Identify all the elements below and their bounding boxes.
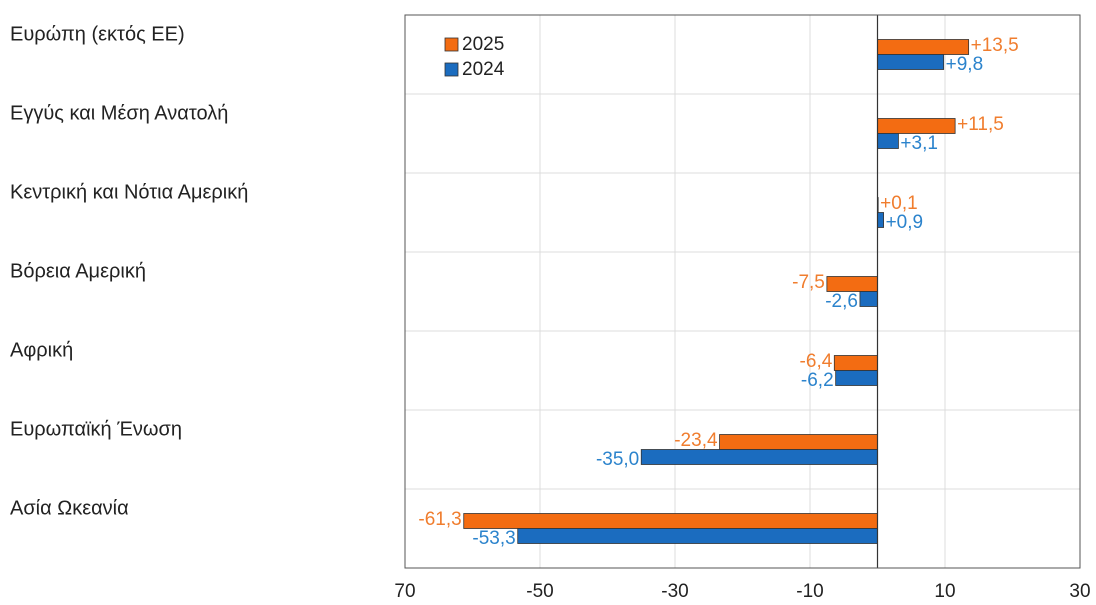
value-label: +0,9 — [886, 212, 924, 233]
legend-label: 2025 — [462, 34, 504, 55]
bar — [877, 118, 956, 134]
value-label: +3,1 — [900, 133, 938, 154]
value-label: +11,5 — [957, 114, 1004, 135]
category-label: Βόρεια Αμερική — [10, 260, 146, 282]
legend-swatch — [444, 62, 459, 77]
value-label: -7,5 — [792, 272, 825, 293]
bar — [826, 276, 878, 292]
legend-swatch — [444, 37, 459, 52]
value-label: -6,4 — [800, 351, 833, 372]
value-label: +9,8 — [946, 54, 984, 75]
bar — [640, 449, 878, 465]
bar — [463, 513, 878, 529]
category-label: Εγγύς και Μέση Ανατολή — [10, 102, 228, 124]
bar — [517, 528, 878, 544]
category-label: Ασία Ωκεανία — [10, 497, 129, 519]
value-label: -2,6 — [825, 291, 858, 312]
value-label: +0,1 — [880, 193, 918, 214]
value-label: -61,3 — [418, 509, 461, 530]
value-label: -6,2 — [801, 370, 834, 391]
category-label: Ευρωπαϊκή Ένωση — [10, 418, 182, 440]
bar — [877, 54, 945, 70]
bar — [719, 434, 878, 450]
category-label: Ευρώπη (εκτός ΕΕ) — [10, 23, 185, 45]
bar — [877, 39, 970, 55]
x-tick-label: -50 — [526, 581, 553, 602]
bar — [877, 133, 899, 149]
x-tick-label: -30 — [661, 581, 688, 602]
category-label: Αφρική — [10, 339, 73, 361]
value-label: +13,5 — [971, 35, 1019, 56]
value-label: -23,4 — [674, 430, 718, 451]
x-tick-label: 70 — [394, 581, 415, 602]
category-label: Κεντρική και Νότια Αμερική — [10, 181, 248, 203]
value-label: -35,0 — [596, 449, 639, 470]
bar — [877, 212, 884, 228]
bar — [833, 355, 878, 371]
plot-frame — [404, 14, 1081, 569]
bar — [859, 291, 878, 307]
x-tick-label: 10 — [934, 581, 955, 602]
bar — [835, 370, 878, 386]
value-label: -53,3 — [472, 528, 515, 549]
legend-label: 2024 — [462, 59, 505, 80]
x-tick-label: -10 — [796, 581, 823, 602]
x-tick-label: 30 — [1069, 581, 1090, 602]
